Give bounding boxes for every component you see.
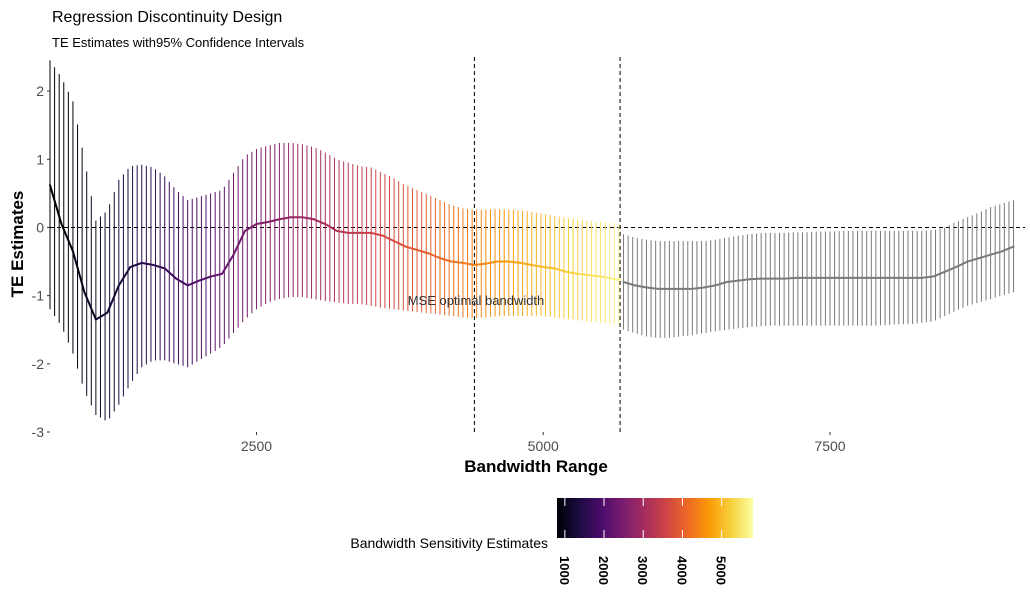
estimate-line-segment (450, 260, 464, 264)
y-tick-label: -1 (32, 288, 45, 304)
estimate-line-segment (312, 218, 327, 226)
estimate-line-segment (140, 261, 155, 266)
estimate-line-segment (920, 275, 935, 279)
estimate-line-segment (221, 253, 235, 275)
estimate-line-segment (565, 270, 579, 275)
estimate-line-segment (576, 272, 591, 277)
estimate-line-segment (542, 266, 556, 270)
y-tick-label: 1 (36, 151, 44, 167)
estimate-line-segment (748, 277, 763, 281)
estimate-line-segment (49, 184, 63, 226)
x-axis-title: Bandwidth Range (464, 457, 608, 476)
estimate-line-segment (163, 267, 178, 280)
estimate-line-segment (129, 261, 143, 268)
estimate-line-segment (94, 311, 109, 321)
estimate-line-segment (152, 263, 166, 270)
estimate-line-segment (966, 257, 981, 263)
colorbar-tick-label: 1000 (557, 556, 572, 585)
y-tick-label: 2 (36, 83, 44, 99)
estimate-line-segment (645, 286, 659, 290)
estimate-line-segment (461, 261, 476, 266)
estimate-line-segment (737, 278, 751, 282)
estimate-line-segment (932, 270, 946, 278)
y-tick-label: -2 (32, 356, 45, 372)
estimate-line-segment (427, 252, 441, 260)
estimate-line-segment (404, 245, 419, 251)
estimate-line-segment (381, 234, 396, 243)
estimate-line-segment (530, 263, 545, 268)
y-axis-title: TE Estimates (8, 191, 27, 298)
estimate-line-segment (588, 274, 602, 278)
estimate-line-segment (255, 221, 269, 226)
estimate-line-segment (691, 286, 705, 290)
estimate-line-segment (393, 240, 407, 248)
estimate-line-segment (301, 216, 315, 221)
estimate-line-segment (955, 260, 969, 268)
estimate-line-segment (175, 277, 189, 287)
estimate-line-segment (71, 250, 86, 294)
mse-annotation: MSE optimal bandwidth (408, 293, 545, 308)
estimate-line-segment (106, 284, 120, 314)
chart-title: Regression Discontinuity Design (52, 9, 282, 26)
plot-area (49, 57, 1025, 432)
colorbar-tick-label: 2000 (596, 556, 611, 585)
chart-subtitle: TE Estimates with95% Confidence Interval… (52, 35, 305, 50)
estimate-line-segment (232, 229, 246, 256)
estimate-line-segment (186, 279, 201, 287)
x-tick-label: 2500 (241, 438, 272, 454)
estimate-line-segment (634, 284, 648, 289)
estimate-line-segment (266, 218, 281, 223)
colorbar (557, 498, 753, 538)
estimate-line-segment (335, 229, 350, 234)
estimate-line-segment (725, 279, 740, 283)
estimate-line-segment (622, 281, 636, 287)
y-tick-label: -3 (32, 424, 45, 440)
estimate-line-segment (484, 260, 499, 265)
colorbar-tick-label: 4000 (674, 556, 689, 585)
estimate-line-segment (60, 223, 74, 253)
x-tick-label: 7500 (814, 438, 845, 454)
estimate-line-segment (209, 272, 224, 278)
colorbar-tick-label: 5000 (714, 556, 729, 585)
estimate-line-segment (702, 284, 717, 289)
estimate-line-segment (370, 231, 384, 237)
estimate-line-segment (439, 257, 453, 263)
estimate-line-segment (507, 260, 522, 264)
colorbar-legend: Bandwidth Sensitivity Estimates 1000 2000… (350, 498, 753, 585)
y-tick-label: 0 (36, 219, 44, 235)
estimate-line-segment (244, 223, 258, 232)
estimate-line-segment (324, 223, 338, 232)
estimate-line-segment (473, 262, 487, 266)
estimate-line-segment (83, 291, 97, 321)
extended-series (622, 200, 1015, 338)
estimate-line-segment (943, 266, 958, 273)
estimate-line-segment (783, 276, 797, 280)
y-axis: -3 -2 -1 0 1 2 (32, 83, 50, 440)
estimate-line-segment (978, 253, 992, 260)
estimate-line-segment (416, 248, 430, 255)
estimate-line-segment (278, 216, 292, 221)
estimate-line-segment (599, 275, 614, 280)
colorbar-tick-label: 3000 (635, 556, 650, 585)
estimate-line-segment (198, 275, 212, 282)
legend-title: Bandwidth Sensitivity Estimates (350, 535, 548, 551)
estimate-line-segment (519, 261, 533, 266)
colorbar-ticks: 1000 2000 3000 4000 5000 (557, 498, 729, 585)
estimate-line-segment (1001, 245, 1015, 253)
estimate-line-segment (553, 267, 568, 273)
x-tick-label: 5000 (528, 438, 559, 454)
x-axis: 2500 5000 7500 (241, 432, 846, 454)
estimate-line-segment (611, 277, 622, 281)
estimate-line-segment (714, 281, 728, 287)
estimate-line-segment (989, 250, 1004, 256)
sensitivity-series (49, 60, 622, 421)
estimate-line-segment (117, 266, 132, 287)
